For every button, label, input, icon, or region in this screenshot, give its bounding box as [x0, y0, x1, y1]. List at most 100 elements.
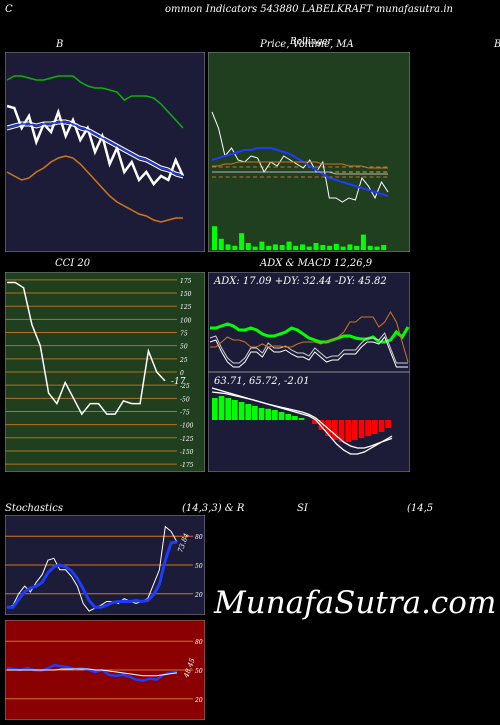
- cci-line: [7, 281, 166, 416]
- macd-signal-line: [211, 391, 393, 449]
- volume-bar: [313, 243, 319, 250]
- cci-tick-label: -50: [180, 396, 190, 403]
- macd-histogram-bar: [332, 420, 338, 440]
- bollinger-chart: [5, 52, 205, 252]
- si-params-label: (14,5: [407, 503, 434, 514]
- rsi-tick-label: 50: [195, 668, 203, 675]
- bb-middle-line: [6, 121, 184, 177]
- volume-bar: [347, 244, 353, 250]
- adx-values-text: ADX: 17.09 +DY: 32.44 -DY: 45.82: [213, 276, 387, 287]
- volume-bar: [218, 238, 224, 250]
- cci-tick-label: 0: [180, 370, 184, 377]
- price-volume-chart: [208, 52, 410, 252]
- right-edge-glyph: B: [494, 39, 500, 50]
- adx-dy-line: [209, 336, 408, 368]
- adx-dy-line: [210, 311, 409, 363]
- macd-histogram-bar: [312, 420, 318, 424]
- macd-histogram-bar: [372, 420, 378, 434]
- macd-histogram-bar: [285, 414, 291, 420]
- macd-histogram-bar: [278, 412, 285, 420]
- cci-tick-label: 100: [180, 317, 192, 324]
- macd-values-text: 63.71, 65.72, -2.01: [214, 376, 310, 387]
- volume-bar: [272, 244, 278, 250]
- stoch-tick-label: 20: [194, 592, 203, 599]
- macd-histogram-bar: [212, 398, 218, 420]
- macd-histogram-bar: [292, 416, 298, 420]
- price-ma_orange-line: [212, 161, 388, 169]
- macd-histogram-bar: [258, 408, 265, 420]
- adx-macd-label: ADX & MACD 12,26,9: [260, 258, 373, 269]
- macd-histogram-bar: [265, 408, 271, 420]
- volume-bar: [306, 246, 312, 250]
- stoch-d-line: [7, 540, 178, 609]
- volume-bar: [293, 245, 299, 250]
- bb-upper-line: [6, 75, 184, 129]
- macd-histogram-bar: [272, 410, 278, 420]
- volume-bar: [239, 233, 245, 250]
- volume-bar: [259, 241, 265, 250]
- volume-bar: [327, 245, 333, 250]
- volume-bar: [354, 245, 360, 250]
- macd-histogram-bar: [252, 406, 258, 420]
- macd-histogram-bar: [245, 404, 251, 420]
- bb-middle-outline: [6, 119, 184, 175]
- macd-histogram-bar: [365, 420, 371, 436]
- cci-tick-label: 150: [180, 291, 192, 298]
- macd-histogram-bar: [358, 420, 365, 438]
- cci-tick-label: 125: [180, 304, 192, 311]
- macd-histogram-bar: [385, 420, 391, 428]
- cci-tick-label: -125: [180, 436, 194, 443]
- volume-bar: [266, 245, 272, 250]
- volume-bar: [320, 245, 326, 250]
- volume-bar: [212, 226, 217, 250]
- bb-lower-line: [6, 155, 183, 223]
- price-label: Price, Volume, MA: [260, 39, 354, 50]
- macd-histogram-bar: [338, 420, 345, 442]
- bb-label: B: [56, 39, 64, 50]
- stoch-tick-label: 50: [195, 563, 203, 570]
- price-ma_blue-line: [211, 147, 389, 197]
- volume-bar: [232, 245, 238, 250]
- rsi-tick-label: 80: [195, 639, 203, 646]
- volume-bar: [367, 245, 373, 250]
- bb-middle-outline-lower: [6, 123, 184, 179]
- volume-bar: [252, 246, 258, 250]
- macd-histogram-bar: [238, 402, 245, 420]
- volume-bar: [300, 244, 305, 250]
- volume-bar: [225, 244, 231, 250]
- macd-histogram-bar: [378, 420, 385, 432]
- volume-bar: [279, 245, 285, 250]
- macd-histogram-bar: [352, 420, 358, 440]
- macd-histogram-bar: [225, 398, 231, 420]
- stoch-params-label: (14,3,3) & R: [182, 503, 245, 514]
- cci-tick-label: -175: [180, 462, 194, 469]
- cci-tick-label: -25: [180, 383, 190, 390]
- price-price-line: [211, 111, 389, 203]
- macd-histogram-bar: [345, 420, 351, 442]
- cci-tick-label: 25: [179, 357, 188, 364]
- macd-chart: 63.71, 65.72, -2.01: [208, 372, 410, 472]
- rsi-ma-line: [7, 668, 178, 677]
- cci-tick-label: 175: [180, 278, 192, 285]
- stoch-tick-label: 80: [195, 534, 203, 541]
- cci-tick-label: -150: [180, 449, 194, 456]
- adx-plusdy-shadow: [209, 332, 408, 364]
- cci-tick-label: 75: [180, 331, 188, 338]
- macd-histogram-bar: [298, 418, 305, 420]
- adx-chart: ADX: 17.09 +DY: 32.44 -DY: 45.82: [208, 272, 410, 372]
- volume-bar: [360, 234, 366, 250]
- macd-histogram-bar: [318, 420, 325, 430]
- page-title: ommon Indicators 543880 LABELKRAFT munaf…: [165, 4, 453, 15]
- volume-bar: [381, 245, 387, 250]
- stoch-left-label: Stochastics: [5, 503, 63, 514]
- cci-chart: 175 150 125 100 75 50 25 0 -25 -50 -75 -100 -125 -150…: [5, 272, 205, 472]
- price-overlay-label: Bollinger: [290, 37, 332, 47]
- cci-tick-label: 50: [180, 344, 188, 351]
- stoch-k-line: [6, 525, 178, 612]
- macd-histogram-bar: [232, 400, 238, 420]
- volume-bar: [374, 246, 380, 250]
- watermark: MunafaSutra.com: [214, 585, 497, 621]
- cci-tick-label: -75: [180, 409, 190, 416]
- price-ma_gray-line: [212, 171, 388, 175]
